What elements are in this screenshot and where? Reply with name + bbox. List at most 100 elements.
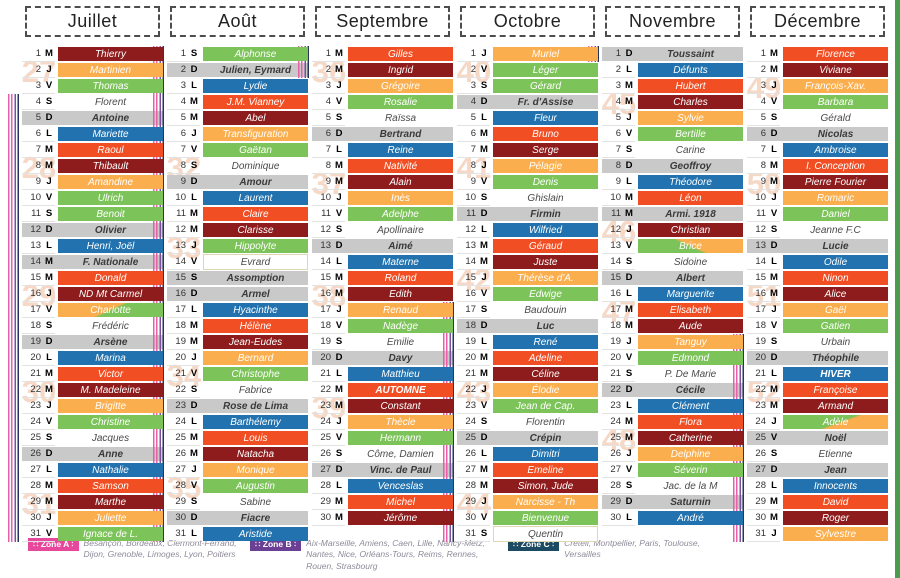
day-letter: L: [46, 240, 52, 251]
day-number: 7: [470, 144, 476, 155]
day-row: 30 M Roger: [747, 510, 888, 526]
day-number: 18: [465, 320, 476, 331]
day-row: 21 S P. De Marie: [602, 366, 743, 382]
day-letter: D: [625, 48, 633, 59]
day-number: 25: [175, 432, 186, 443]
day-name: Constant: [348, 399, 453, 413]
day-letter: D: [335, 464, 343, 475]
day-number: 25: [465, 432, 476, 443]
day-letter: S: [480, 416, 488, 427]
day-number-letter: 11 D: [457, 206, 490, 222]
day-letter: V: [45, 528, 53, 539]
day-number: 17: [755, 304, 766, 315]
day-name: Gilles: [348, 47, 453, 61]
day-row: 7 S Carine: [602, 142, 743, 158]
day-letter: V: [480, 64, 488, 75]
day-number: 8: [35, 160, 41, 171]
day-name: Transfiguration: [203, 127, 308, 141]
day-letter: M: [770, 160, 778, 171]
day-name: Jac. de la M: [663, 480, 718, 492]
day-number: 4: [35, 96, 41, 107]
day-number: 13: [175, 240, 186, 251]
day-name: Aude: [638, 319, 743, 333]
day-letter: V: [45, 192, 53, 203]
day-number-letter: 29 J: [457, 494, 490, 510]
day-number: 19: [755, 336, 766, 347]
day-number-letter: 16 M: [747, 286, 780, 302]
month-title-octobre: Octobre: [460, 6, 595, 37]
day-row: 25 V Hermann: [312, 430, 453, 446]
day-row: 28 V Augustin: [167, 478, 308, 494]
day-name: M. Madeleine: [58, 383, 163, 397]
day-row: 21 M Céline: [457, 366, 598, 382]
day-row: 13 V Brice: [602, 238, 743, 254]
day-name: Ninon: [783, 271, 888, 285]
day-number: 3: [615, 80, 621, 91]
day-number: 20: [320, 352, 331, 363]
day-number: 4: [325, 96, 331, 107]
day-row: 5 J Sylvie: [602, 110, 743, 126]
day-number-letter: 27 D: [747, 462, 780, 478]
day-letter: M: [625, 80, 633, 91]
day-row: 22 S Fabrice: [167, 382, 308, 398]
day-number-letter: 18 D: [457, 318, 490, 334]
day-name: Gérald: [820, 112, 851, 124]
day-number: 17: [465, 304, 476, 315]
day-number: 7: [760, 144, 766, 155]
day-row: 30 J Juliette: [22, 510, 163, 526]
day-row: 30 D Fiacre: [167, 510, 308, 526]
day-row: 19 S Urbain: [747, 334, 888, 350]
day-name: HIVER: [783, 367, 888, 381]
day-number-letter: 26 D: [22, 446, 55, 462]
day-number-letter: 18 V: [747, 318, 780, 334]
day-row: 17 L Hyacinthe: [167, 302, 308, 318]
day-name: Renaud: [348, 303, 453, 317]
day-row: 26 S Côme, Damien: [312, 446, 453, 462]
day-row: 9 M Alain: [312, 174, 453, 190]
day-letter: M: [480, 256, 488, 267]
day-row: 29 S Sabine: [167, 494, 308, 510]
day-letter: J: [481, 48, 487, 59]
day-row: 24 J Adèle: [747, 414, 888, 430]
day-row: 30 V Bienvenue: [457, 510, 598, 526]
day-row: 31 V Ignace de L.: [22, 526, 163, 542]
day-name: Emeline: [493, 463, 598, 477]
day-letter: V: [335, 320, 343, 331]
day-number: 24: [320, 416, 331, 427]
day-letter: M: [480, 464, 488, 475]
day-number-letter: 16 V: [457, 286, 490, 302]
day-letter: D: [190, 400, 198, 411]
day-name: Benoit: [58, 207, 163, 221]
day-row: 27 D Jean: [747, 462, 888, 478]
day-row: 16 D Armel: [167, 286, 308, 302]
day-row: 5 S Raïssa: [312, 110, 453, 126]
day-letter: M: [45, 496, 53, 507]
day-name: Barthélemy: [203, 415, 308, 429]
day-number: 29: [320, 496, 331, 507]
day-number: 18: [610, 320, 621, 331]
day-number-letter: 15 D: [602, 270, 635, 286]
day-name: Rosalie: [348, 95, 453, 109]
day-name: Alphonse: [203, 47, 308, 61]
day-row: 29 J Narcisse - Th: [457, 494, 598, 510]
day-number: 13: [465, 240, 476, 251]
day-row: 1 M Gilles: [312, 46, 453, 62]
day-number: 26: [30, 448, 41, 459]
day-name: Céline: [493, 367, 598, 381]
day-name: Florence: [783, 47, 888, 61]
day-number: 12: [755, 224, 766, 235]
day-letter: L: [46, 352, 52, 363]
day-name: Cécile: [675, 384, 706, 396]
day-letter: V: [335, 208, 343, 219]
day-row: 26 S Etienne: [747, 446, 888, 462]
day-row: 3 M Hubert: [602, 78, 743, 94]
day-letter: L: [771, 256, 777, 267]
day-name: Ignace de L.: [58, 527, 163, 541]
day-row: 11 V Adelphe: [312, 206, 453, 222]
day-row: 11 V Daniel: [747, 206, 888, 222]
